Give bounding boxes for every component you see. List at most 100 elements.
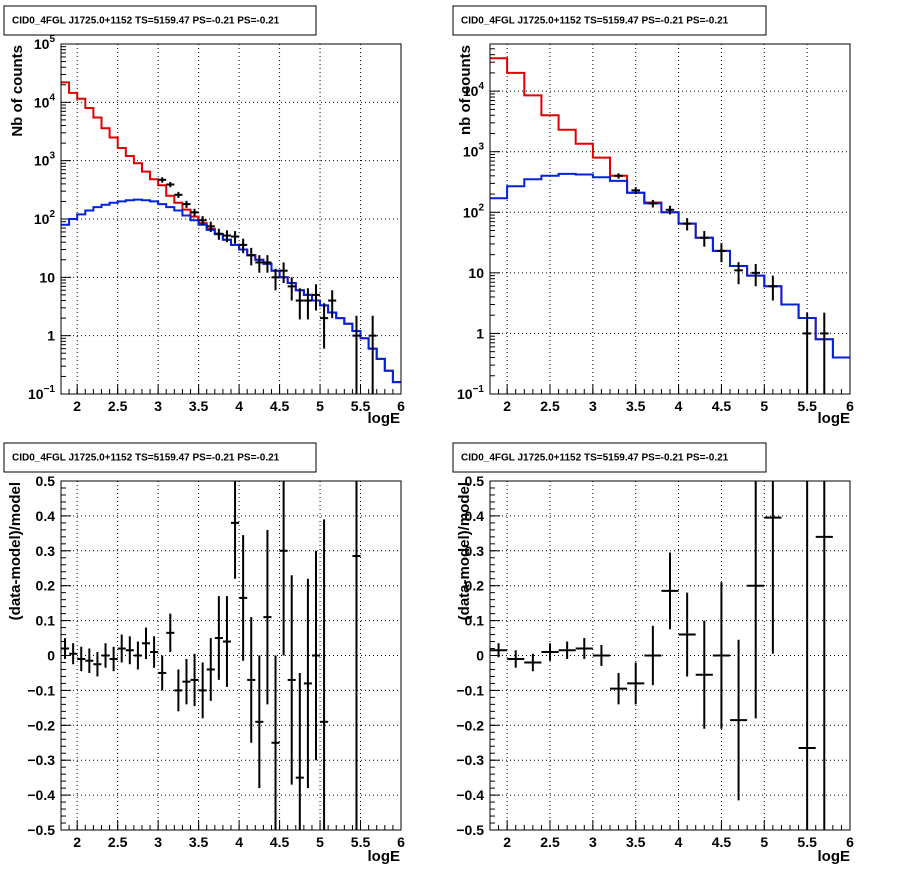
y-axis-label: (data-model)/model — [456, 482, 473, 620]
x-tick-label: 3.5 — [189, 398, 209, 414]
y-tick-label: 0.3 — [465, 543, 485, 559]
y-tick-label: 104 — [463, 81, 485, 99]
source_model-line — [61, 198, 401, 384]
data-point — [190, 653, 199, 707]
data-point — [77, 646, 86, 672]
title-box — [452, 5, 767, 36]
x-tick-label: 3.5 — [626, 398, 646, 414]
title-box — [452, 442, 767, 473]
data-point — [747, 481, 765, 719]
data-point — [695, 620, 713, 729]
data-point — [730, 639, 748, 801]
data-point — [764, 481, 782, 654]
x-tick-label: 5.5 — [797, 834, 817, 850]
y-tick-label: −0.2 — [27, 717, 55, 733]
x-tick-label: 5 — [760, 398, 768, 414]
plot-frame — [60, 43, 402, 395]
data-point — [352, 315, 361, 394]
y-tick-label: −0.5 — [456, 822, 484, 838]
y-axis-label: nb of counts — [457, 45, 474, 135]
data-point — [507, 650, 525, 668]
y-tick-label: 0.5 — [36, 473, 56, 489]
y-tick-label: 0.5 — [465, 473, 485, 489]
chart-title: CID0_4FGL J1725.0+1152 TS=5159.47 PS=-0.… — [461, 453, 729, 464]
data-point — [798, 481, 816, 830]
total_model-line — [61, 81, 401, 384]
data-point — [255, 255, 264, 273]
data-point — [271, 268, 280, 291]
data-point — [665, 205, 675, 215]
data-point — [166, 182, 175, 188]
y-tick-label: 10 — [468, 265, 484, 281]
x-tick-label: 5.5 — [797, 398, 817, 414]
data-point — [682, 218, 692, 231]
x-tick-label: 6 — [846, 834, 854, 850]
y-tick-label: 10−1 — [457, 384, 484, 402]
data-point — [263, 255, 272, 273]
y-tick-label: 105 — [34, 34, 56, 52]
x-tick-label: 4.5 — [712, 398, 732, 414]
chart-title: CID0_4FGL J1725.0+1152 TS=5159.47 PS=-0.… — [12, 16, 280, 27]
data-point — [295, 288, 304, 320]
x-tick-label: 3 — [589, 398, 597, 414]
data-point — [592, 645, 610, 666]
y-tick-label: 1 — [47, 328, 55, 344]
data-point — [541, 643, 559, 661]
data-point — [271, 655, 280, 830]
data-point — [311, 550, 321, 761]
data-point — [627, 662, 645, 705]
pad-bottom-left: CID0_4FGL J1725.0+1152 TS=5159.47 PS=-0.… — [3, 442, 405, 865]
data-point — [69, 643, 78, 665]
x-tick-label: 2.5 — [540, 398, 560, 414]
data-point — [802, 312, 812, 394]
y-axis-label: (data-model)/model — [7, 482, 24, 620]
data-point — [182, 200, 191, 208]
plot-area: 2 2.5 3 3.5 4 4.5 5 5.5 6 10−1 1 10 102 103 104 105 — [28, 34, 405, 414]
data-point — [174, 669, 183, 712]
data-point — [644, 625, 662, 686]
y-tick-label: 0.1 — [465, 613, 485, 629]
data-point — [320, 519, 329, 830]
x-tick-label: 3 — [589, 834, 597, 850]
data-point — [661, 552, 679, 630]
y-axis-label: Nb of counts — [9, 45, 26, 137]
data-layer — [490, 481, 833, 830]
y-tick-label: 103 — [463, 142, 485, 160]
data-point — [150, 636, 159, 668]
data-point — [166, 613, 175, 653]
x-tick-label: 5.5 — [351, 398, 371, 414]
y-tick-label: −0.1 — [456, 682, 484, 698]
data-point — [263, 529, 272, 705]
y-tick-label: −0.3 — [456, 752, 484, 768]
x-tick-label: 2 — [503, 834, 511, 850]
x-tick-label: 2 — [503, 398, 511, 414]
data-point — [368, 315, 377, 394]
data-layer — [61, 81, 401, 394]
x-tick-label: 3.5 — [189, 834, 209, 850]
data-layer — [61, 481, 361, 830]
x-tick-label: 4 — [675, 398, 683, 414]
data-point — [734, 262, 743, 285]
data-point — [61, 638, 70, 659]
x-axis-label: logE — [368, 848, 401, 865]
pad-top-right: CID0_4FGL J1725.0+1152 TS=5159.47 PS=-0.… — [452, 5, 854, 427]
y-tick-label: 10−1 — [28, 384, 55, 402]
data-point — [231, 481, 240, 579]
data-point — [239, 535, 248, 661]
plot-frame — [489, 43, 851, 395]
x-tick-label: 4.5 — [270, 398, 290, 414]
data-point — [182, 658, 191, 705]
data-point — [239, 238, 248, 254]
plot-area: 2 2.5 3 3.5 4 4.5 5 5.5 6 −0.5 −0.4 −0.3 −0.2 −0.1 0 0.… — [456, 473, 854, 850]
y-tick-label: 0 — [47, 648, 55, 664]
data-point — [198, 662, 207, 719]
y-tick-label: −0.3 — [27, 752, 55, 768]
data-point — [247, 617, 256, 743]
data-point — [768, 275, 778, 301]
data-point — [190, 208, 199, 217]
data-point — [133, 641, 142, 670]
x-tick-label: 2.5 — [540, 834, 560, 850]
data-point — [717, 243, 726, 263]
data-point — [311, 284, 321, 311]
x-tick-label: 2.5 — [108, 834, 128, 850]
